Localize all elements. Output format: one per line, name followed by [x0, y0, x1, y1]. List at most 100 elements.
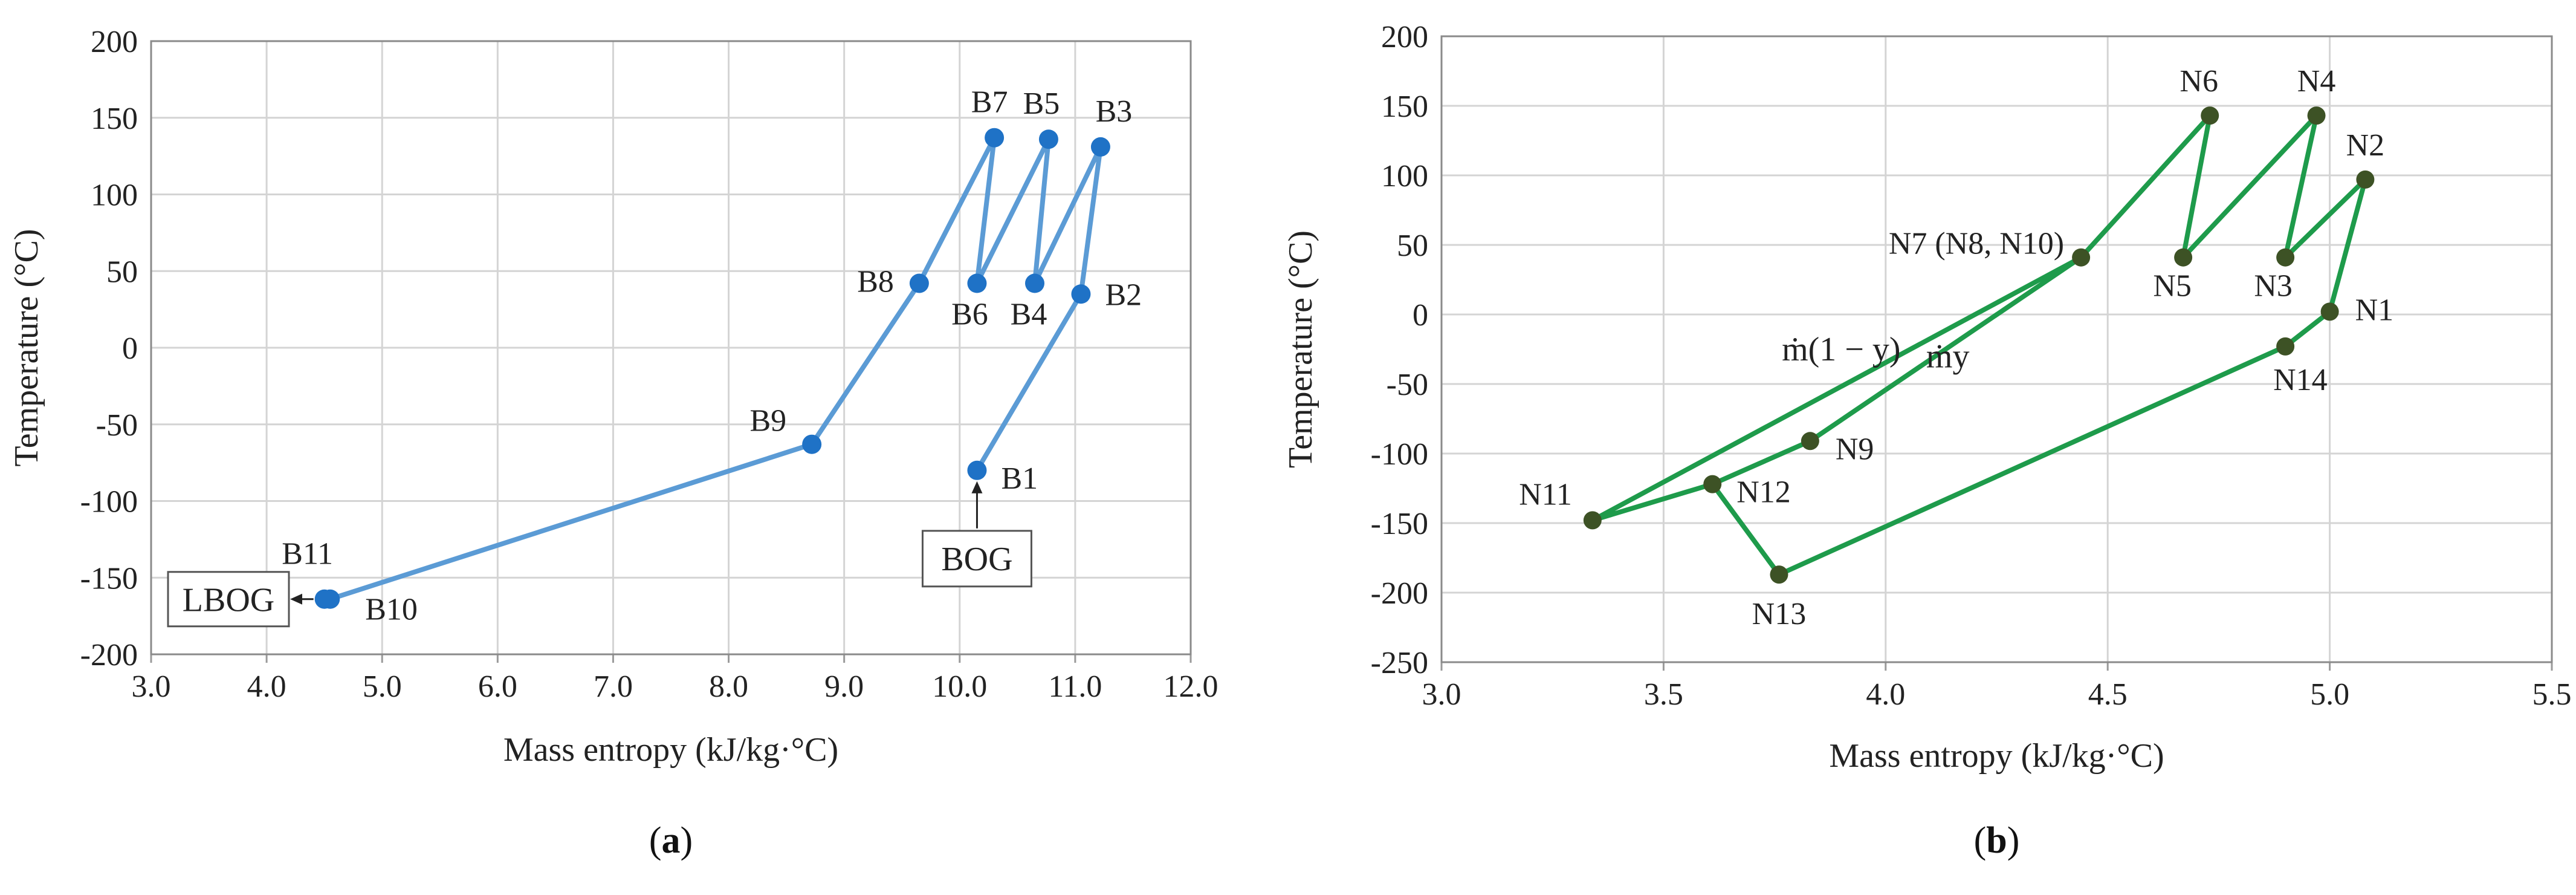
y-tick-label: 50 — [106, 255, 138, 289]
y-tick-label: -250 — [1371, 646, 1428, 680]
data-point-marker — [967, 460, 987, 480]
data-point-marker — [1025, 273, 1044, 293]
chart-panel-b: 3.0 3.5 4.0 4.5 5.0 5.5 200 150 100 50 0 -50 -100 -15… — [1282, 20, 2572, 861]
plot-area — [1440, 35, 2553, 663]
series-line-2 — [1710, 310, 2332, 578]
data-point-label: B9 — [749, 404, 786, 438]
x-axis-label: Mass entropy (kJ/kg·°C) — [1829, 737, 2164, 775]
y-tick-label: 150 — [1381, 90, 1428, 124]
y-tick-label: 0 — [1413, 298, 1428, 333]
x-tick-label: 9.0 — [824, 669, 864, 704]
lbog-box-text: LBOG — [183, 582, 274, 619]
x-tick-label: 11.0 — [1048, 669, 1102, 704]
y-tick-label: 0 — [122, 331, 138, 366]
y-tick-label: 100 — [91, 178, 138, 213]
x-tick-label: 5.0 — [363, 669, 402, 704]
data-point-label: B6 — [951, 298, 988, 332]
bog-arrow-head — [971, 481, 983, 493]
data-point-marker — [1703, 475, 1722, 493]
data-point-marker — [802, 434, 822, 454]
y-tick-label: -50 — [1387, 368, 1428, 402]
data-point-label: N12 — [1736, 475, 1791, 510]
data-point-label: N4 — [2297, 64, 2336, 99]
x-tick-label: 4.5 — [2088, 677, 2128, 712]
data-point-label: N6 — [2180, 64, 2218, 99]
data-point-label: N5 — [2153, 269, 2192, 304]
data-point-marker — [1770, 565, 1788, 584]
x-tick-label: 3.5 — [1644, 677, 1683, 712]
data-point-label: B5 — [1023, 86, 1060, 121]
data-point-label: B7 — [971, 85, 1008, 120]
caption-close: ) — [681, 820, 693, 861]
x-axis-label: Mass entropy (kJ/kg·°C) — [503, 731, 838, 769]
x-tick-label: 7.0 — [594, 669, 633, 704]
panel-caption: (a) — [649, 820, 693, 861]
data-point-label: B8 — [857, 265, 894, 299]
y-tick-label: 200 — [91, 25, 138, 59]
y-tick-label: -100 — [1371, 437, 1428, 472]
x-tick-label: 4.0 — [247, 669, 286, 704]
data-point-marker — [2276, 248, 2295, 267]
data-point-marker — [1583, 511, 1602, 530]
y-tick-label: -150 — [80, 561, 138, 596]
data-point-marker — [2174, 248, 2193, 267]
y-tick-label: -200 — [80, 638, 138, 672]
x-tick-label: 3.0 — [132, 669, 171, 704]
y-tick-label: 200 — [1381, 20, 1428, 54]
data-point-marker — [2307, 106, 2326, 125]
data-point-label: N13 — [1752, 597, 1807, 631]
data-point-marker — [967, 273, 987, 293]
x-tick-label: 6.0 — [478, 669, 517, 704]
data-point-marker — [985, 128, 1005, 148]
y-axis-label: Temperature (°C) — [8, 229, 45, 466]
data-point-marker — [2201, 106, 2219, 125]
caption-close: ) — [2007, 820, 2020, 861]
y-tick-label: 100 — [1381, 159, 1428, 194]
data-point-label: N11 — [1519, 477, 1572, 512]
data-point-label: B4 — [1011, 298, 1047, 332]
series-line — [329, 135, 1103, 602]
x-tick-label: 4.0 — [1866, 677, 1905, 712]
data-point-marker — [1090, 137, 1110, 157]
caption-open: ( — [649, 820, 662, 861]
x-tick-label: 10.0 — [932, 669, 987, 704]
x-tick-label: 8.0 — [709, 669, 748, 704]
y-axis-label: Temperature (°C) — [1282, 230, 1319, 468]
data-point-marker — [909, 273, 929, 293]
x-tick-label: 3.0 — [1422, 677, 1461, 712]
lbog-box — [167, 571, 290, 628]
data-point-label: B11 — [282, 537, 333, 571]
bog-box-text: BOG — [941, 541, 1012, 578]
lbog-arrow-head — [290, 593, 302, 605]
data-point-marker — [1801, 432, 1819, 451]
data-point-marker — [2356, 170, 2375, 189]
data-point-marker — [1038, 129, 1058, 149]
chart-panel-a: 3.0 4.0 5.0 6.0 7.0 8.0 9.0 10.0 11.0 12.0 200 150 1… — [8, 25, 1218, 861]
y-tick-label: 150 — [91, 102, 138, 136]
y-tick-label: -200 — [1371, 576, 1428, 611]
data-point-marker — [2320, 302, 2339, 321]
y-tick-label: -100 — [80, 485, 138, 519]
data-point-label: B10 — [365, 593, 418, 627]
data-point-marker — [1071, 284, 1091, 304]
caption-letter: a — [662, 820, 681, 861]
data-point-marker — [2072, 248, 2091, 267]
data-point-marker — [314, 589, 334, 609]
data-point-label: N9 — [1836, 432, 1874, 466]
data-point-label: N3 — [2254, 269, 2293, 304]
x-tick-label: 12.0 — [1163, 669, 1218, 704]
data-point-label: B3 — [1096, 94, 1133, 129]
plot-frame — [1440, 35, 2553, 663]
flow-annotation: ṁy — [1926, 337, 1970, 375]
data-point-label: B2 — [1105, 278, 1142, 312]
caption-letter: b — [1986, 820, 2007, 861]
data-point-label: N7 (N8, N10) — [1889, 227, 2064, 261]
data-point-label: N2 — [2346, 128, 2385, 163]
data-point-label: B1 — [1001, 461, 1038, 496]
data-point-marker — [2276, 337, 2295, 356]
caption-open: ( — [1974, 820, 1987, 861]
data-point-label: N14 — [2273, 363, 2328, 397]
y-tick-label: 50 — [1397, 229, 1428, 263]
flow-annotation: ṁ(1 − y) — [1782, 331, 1900, 368]
